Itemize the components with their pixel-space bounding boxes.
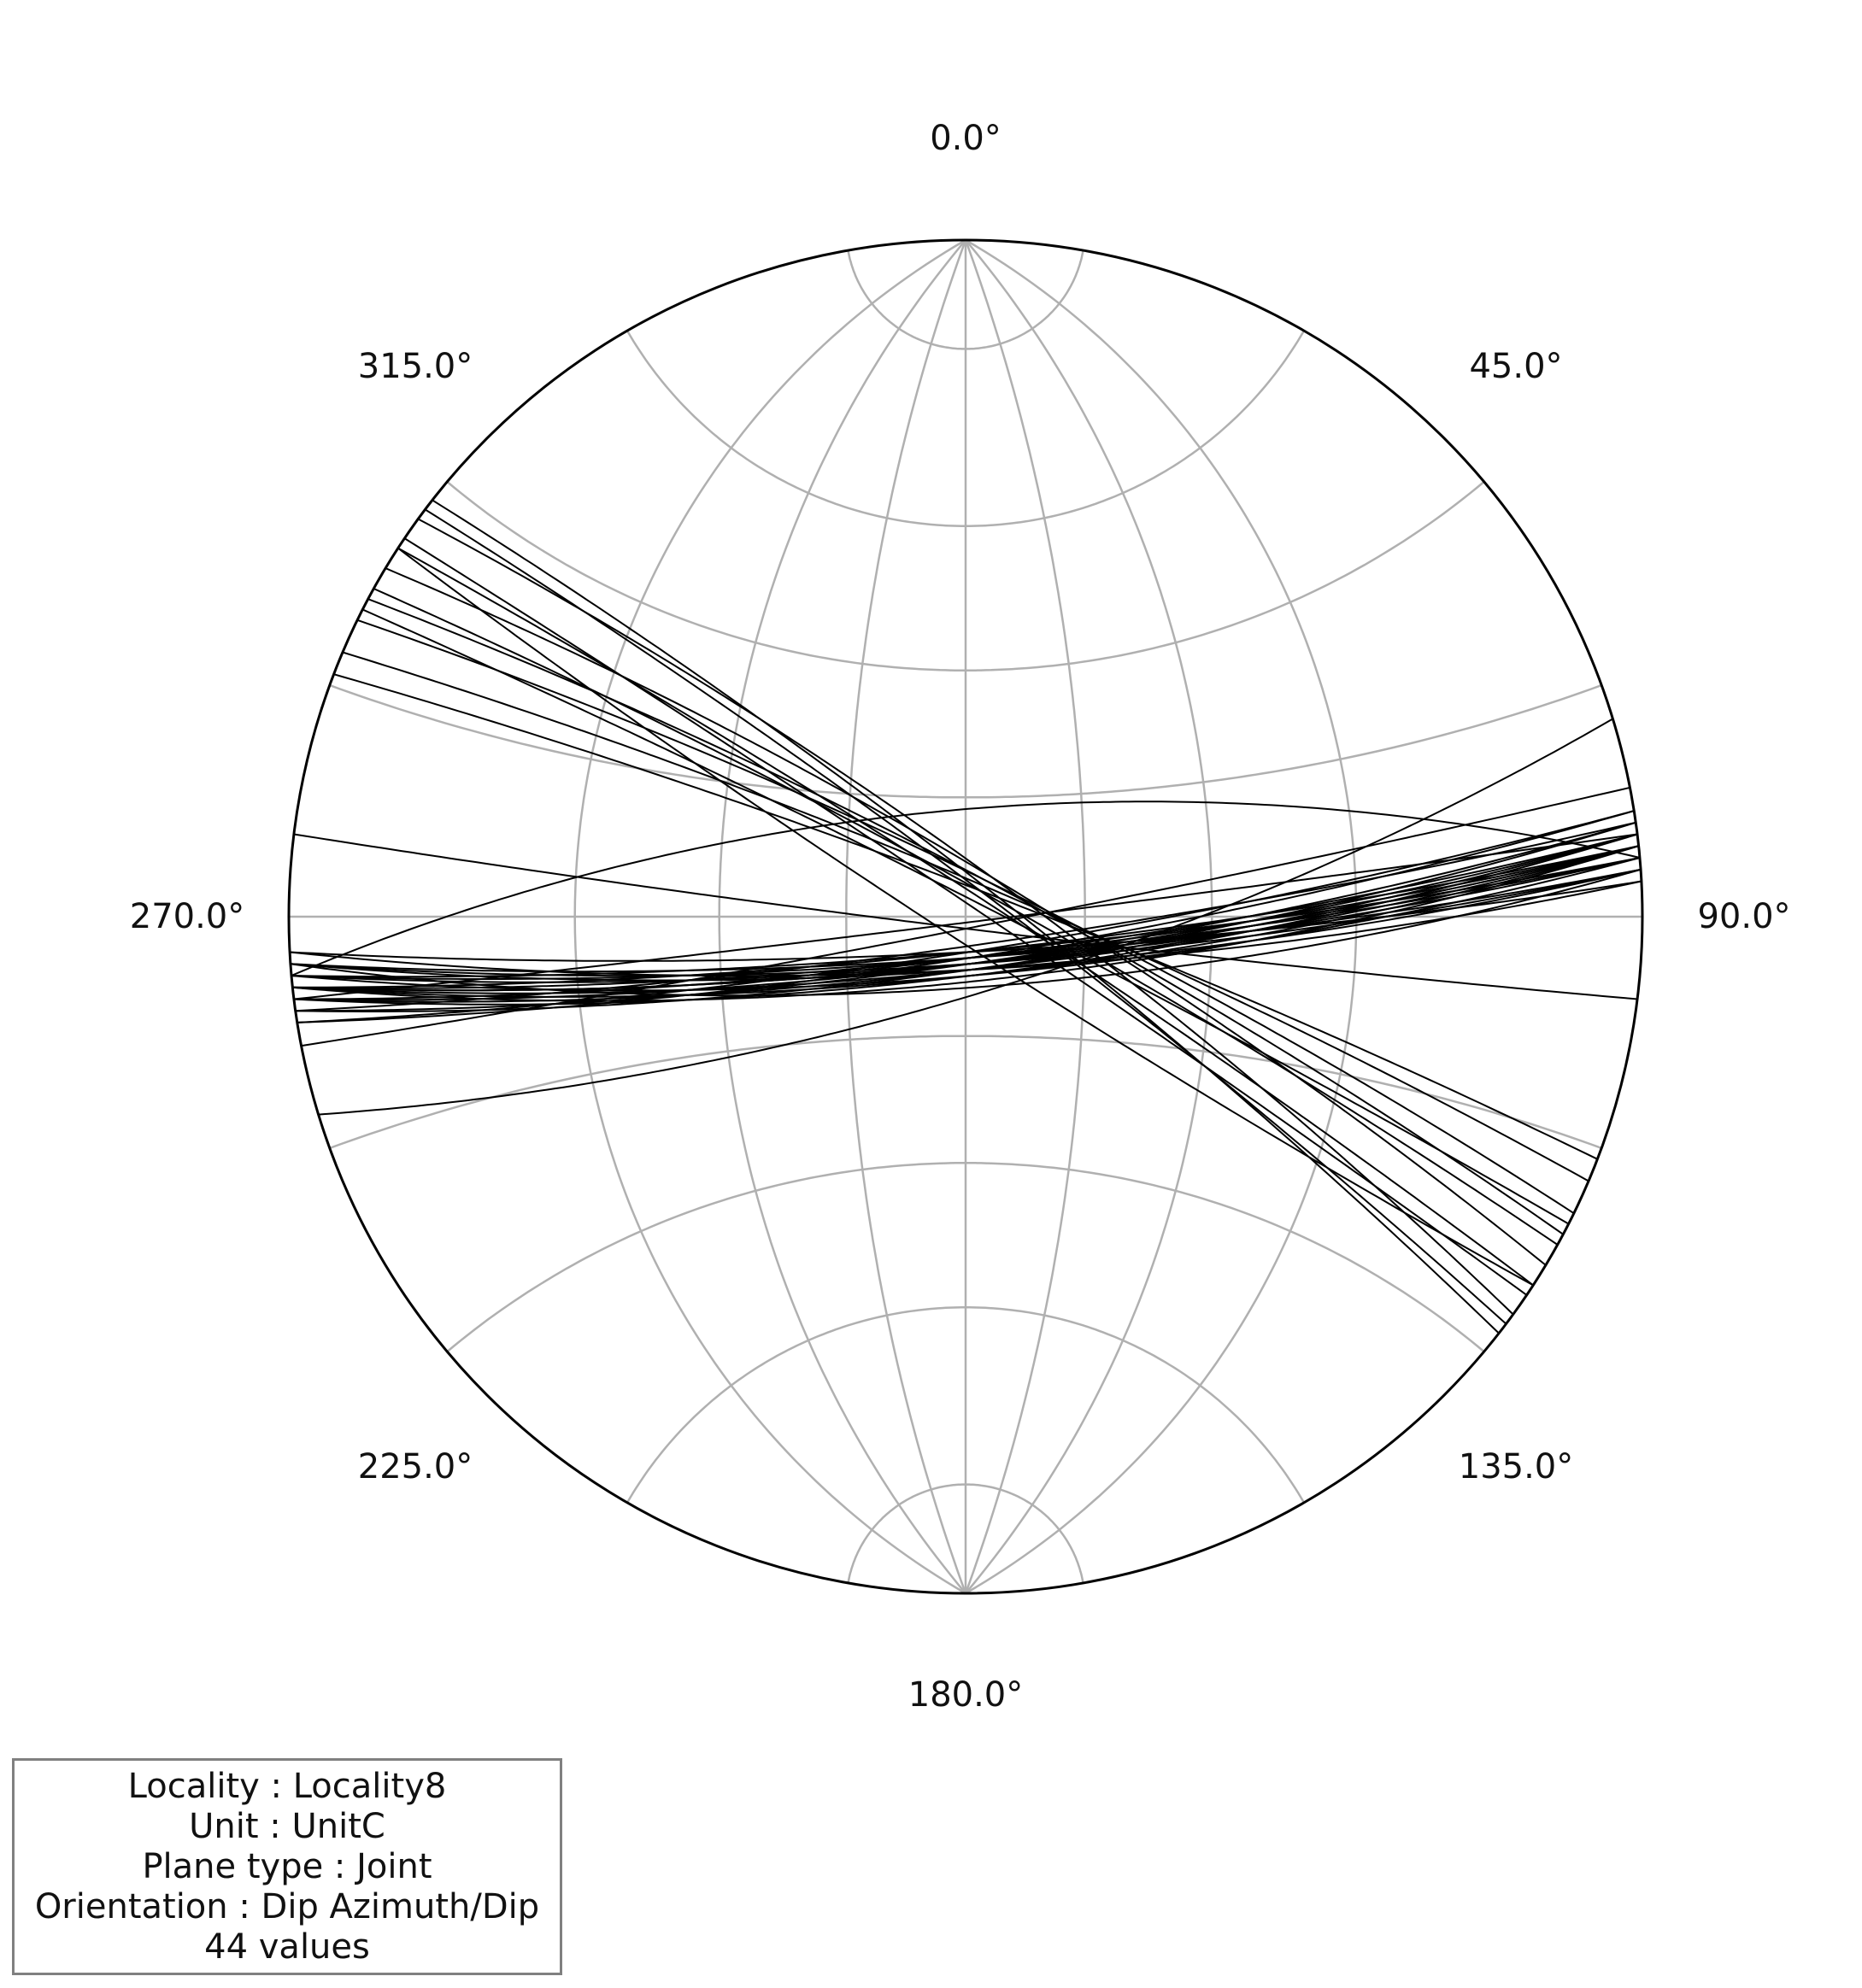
grid-parallel (329, 683, 1602, 799)
great-circle-plane (291, 800, 1641, 976)
grid-parallel (626, 330, 1306, 527)
grid-parallel (329, 1035, 1602, 1150)
azimuth-label-180: 180.0° (908, 1675, 1024, 1715)
stereonet-grid (289, 238, 1642, 1595)
grid-parallel (847, 1483, 1084, 1584)
legend-orientation: Orientation : Dip Azimuth/Dip (34, 1886, 540, 1926)
great-circle-plane (318, 718, 1613, 1116)
great-circle-plane (432, 499, 1500, 1334)
legend-count: 44 values (204, 1926, 370, 1967)
great-circle-plane (403, 537, 1528, 1296)
great-circle-plane (424, 508, 1507, 1325)
great-circle-plane (397, 547, 1534, 1287)
grid-parallel (446, 1162, 1485, 1353)
great-circle-plane (295, 821, 1636, 1012)
great-circle-plane (361, 608, 1570, 1225)
primitive-circle (287, 238, 1644, 1595)
azimuth-label-45: 45.0° (1469, 347, 1563, 386)
great-circle-plane (292, 845, 1639, 988)
grid-parallel (626, 1306, 1306, 1504)
legend-plane-type: Plane type : Joint (142, 1846, 432, 1886)
great-circle-plane (295, 821, 1636, 1012)
legend-unit: Unit : UnitC (189, 1806, 385, 1846)
great-circle-plane (293, 833, 1638, 1006)
great-circle-plane (291, 857, 1641, 980)
legend-box: Locality : Locality8 Unit : UnitC Plane … (12, 1758, 562, 1975)
grid-parallel (446, 480, 1485, 671)
great-circle-plane (290, 868, 1642, 977)
legend-locality: Locality : Locality8 (127, 1766, 447, 1806)
azimuth-label-270: 270.0° (129, 897, 245, 936)
azimuth-label-90: 90.0° (1697, 897, 1791, 936)
great-circle-plane (301, 786, 1630, 1047)
grid-parallel (847, 249, 1084, 350)
great-circle-plane (356, 619, 1575, 1215)
azimuth-label-315: 315.0° (357, 347, 473, 386)
great-circle-plane (397, 547, 1534, 1287)
great-circle-planes (289, 499, 1642, 1334)
great-circle-plane (342, 651, 1589, 1182)
azimuth-label-225: 225.0° (357, 1447, 473, 1487)
azimuth-label-135: 135.0° (1458, 1447, 1574, 1487)
azimuth-label-0: 0.0° (930, 119, 1001, 158)
great-circle-plane (333, 673, 1598, 1160)
great-circle-plane (293, 833, 1638, 1000)
great-circle-plane (385, 567, 1547, 1266)
